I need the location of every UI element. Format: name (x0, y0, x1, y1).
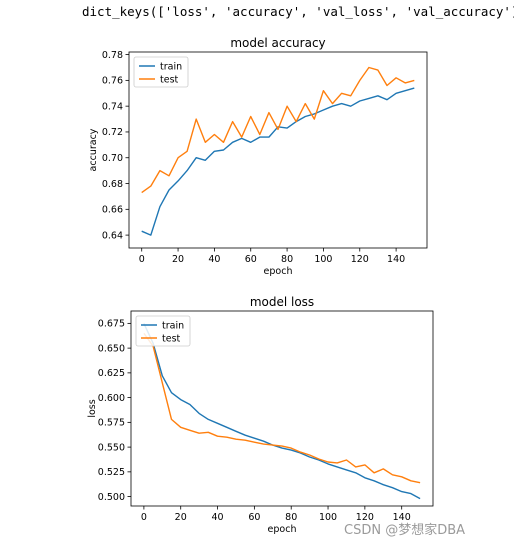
accuracy-x-tick-label: 20 (172, 254, 184, 265)
accuracy-chart-title: model accuracy (230, 36, 325, 50)
accuracy-x-tick-label: 0 (139, 254, 145, 265)
loss-chart-title: model loss (250, 295, 314, 309)
accuracy-legend-label-test: test (160, 74, 179, 85)
loss-x-tick-label: 60 (248, 512, 260, 523)
accuracy-y-tick-label: 0.68 (102, 179, 123, 190)
accuracy-x-tick-label: 60 (245, 254, 257, 265)
loss-x-tick-label: 0 (141, 512, 147, 523)
loss-x-axis-label: epoch (268, 524, 297, 535)
accuracy-x-tick-label: 120 (351, 254, 369, 265)
accuracy-y-tick-label: 0.72 (102, 127, 123, 138)
accuracy-y-tick-label: 0.64 (102, 230, 123, 241)
loss-y-axis-label: loss (87, 399, 98, 417)
accuracy-x-tick-label: 40 (208, 254, 220, 265)
loss-series-train-line (143, 323, 421, 500)
loss-x-tick-label: 80 (285, 512, 297, 523)
loss-y-tick-label: 0.525 (98, 467, 125, 478)
accuracy-y-tick-label: 0.70 (102, 153, 123, 164)
accuracy-series-train-line (141, 87, 415, 236)
loss-y-tick-label: 0.600 (98, 393, 125, 404)
loss-series-test-line (143, 332, 421, 484)
accuracy-legend-label-train: train (160, 61, 182, 72)
accuracy-x-axis-label: epoch (264, 266, 293, 277)
accuracy-y-tick-label: 0.78 (102, 50, 123, 61)
accuracy-y-tick-label: 0.66 (102, 205, 123, 216)
loss-y-tick-label: 0.575 (98, 418, 125, 429)
loss-y-tick-label: 0.625 (98, 368, 125, 379)
accuracy-x-tick-label: 100 (314, 254, 332, 265)
loss-x-tick-label: 40 (212, 512, 224, 523)
loss-y-tick-label: 0.500 (98, 492, 125, 503)
loss-y-tick-label: 0.550 (98, 442, 125, 453)
loss-x-tick-label: 140 (393, 512, 411, 523)
accuracy-y-tick-label: 0.74 (102, 101, 123, 112)
accuracy-y-axis-label: accuracy (88, 128, 99, 171)
accuracy-x-tick-label: 80 (281, 254, 293, 265)
watermark: CSDN @梦想家DBA (344, 523, 466, 538)
loss-x-tick-label: 20 (175, 512, 187, 523)
loss-legend-label-test: test (162, 333, 181, 344)
accuracy-y-tick-label: 0.76 (102, 76, 123, 87)
loss-legend-label-train: train (162, 320, 184, 331)
loss-plot-frame (130, 310, 434, 507)
accuracy-series-test-line (141, 66, 415, 194)
loss-y-tick-label: 0.650 (98, 343, 125, 354)
loss-x-tick-label: 100 (319, 512, 337, 523)
output-header-text: dict_keys(['loss', 'accuracy', 'val_loss… (82, 4, 514, 19)
loss-x-tick-label: 120 (356, 512, 374, 523)
accuracy-x-tick-label: 140 (387, 254, 405, 265)
loss-y-tick-label: 0.675 (98, 319, 125, 330)
